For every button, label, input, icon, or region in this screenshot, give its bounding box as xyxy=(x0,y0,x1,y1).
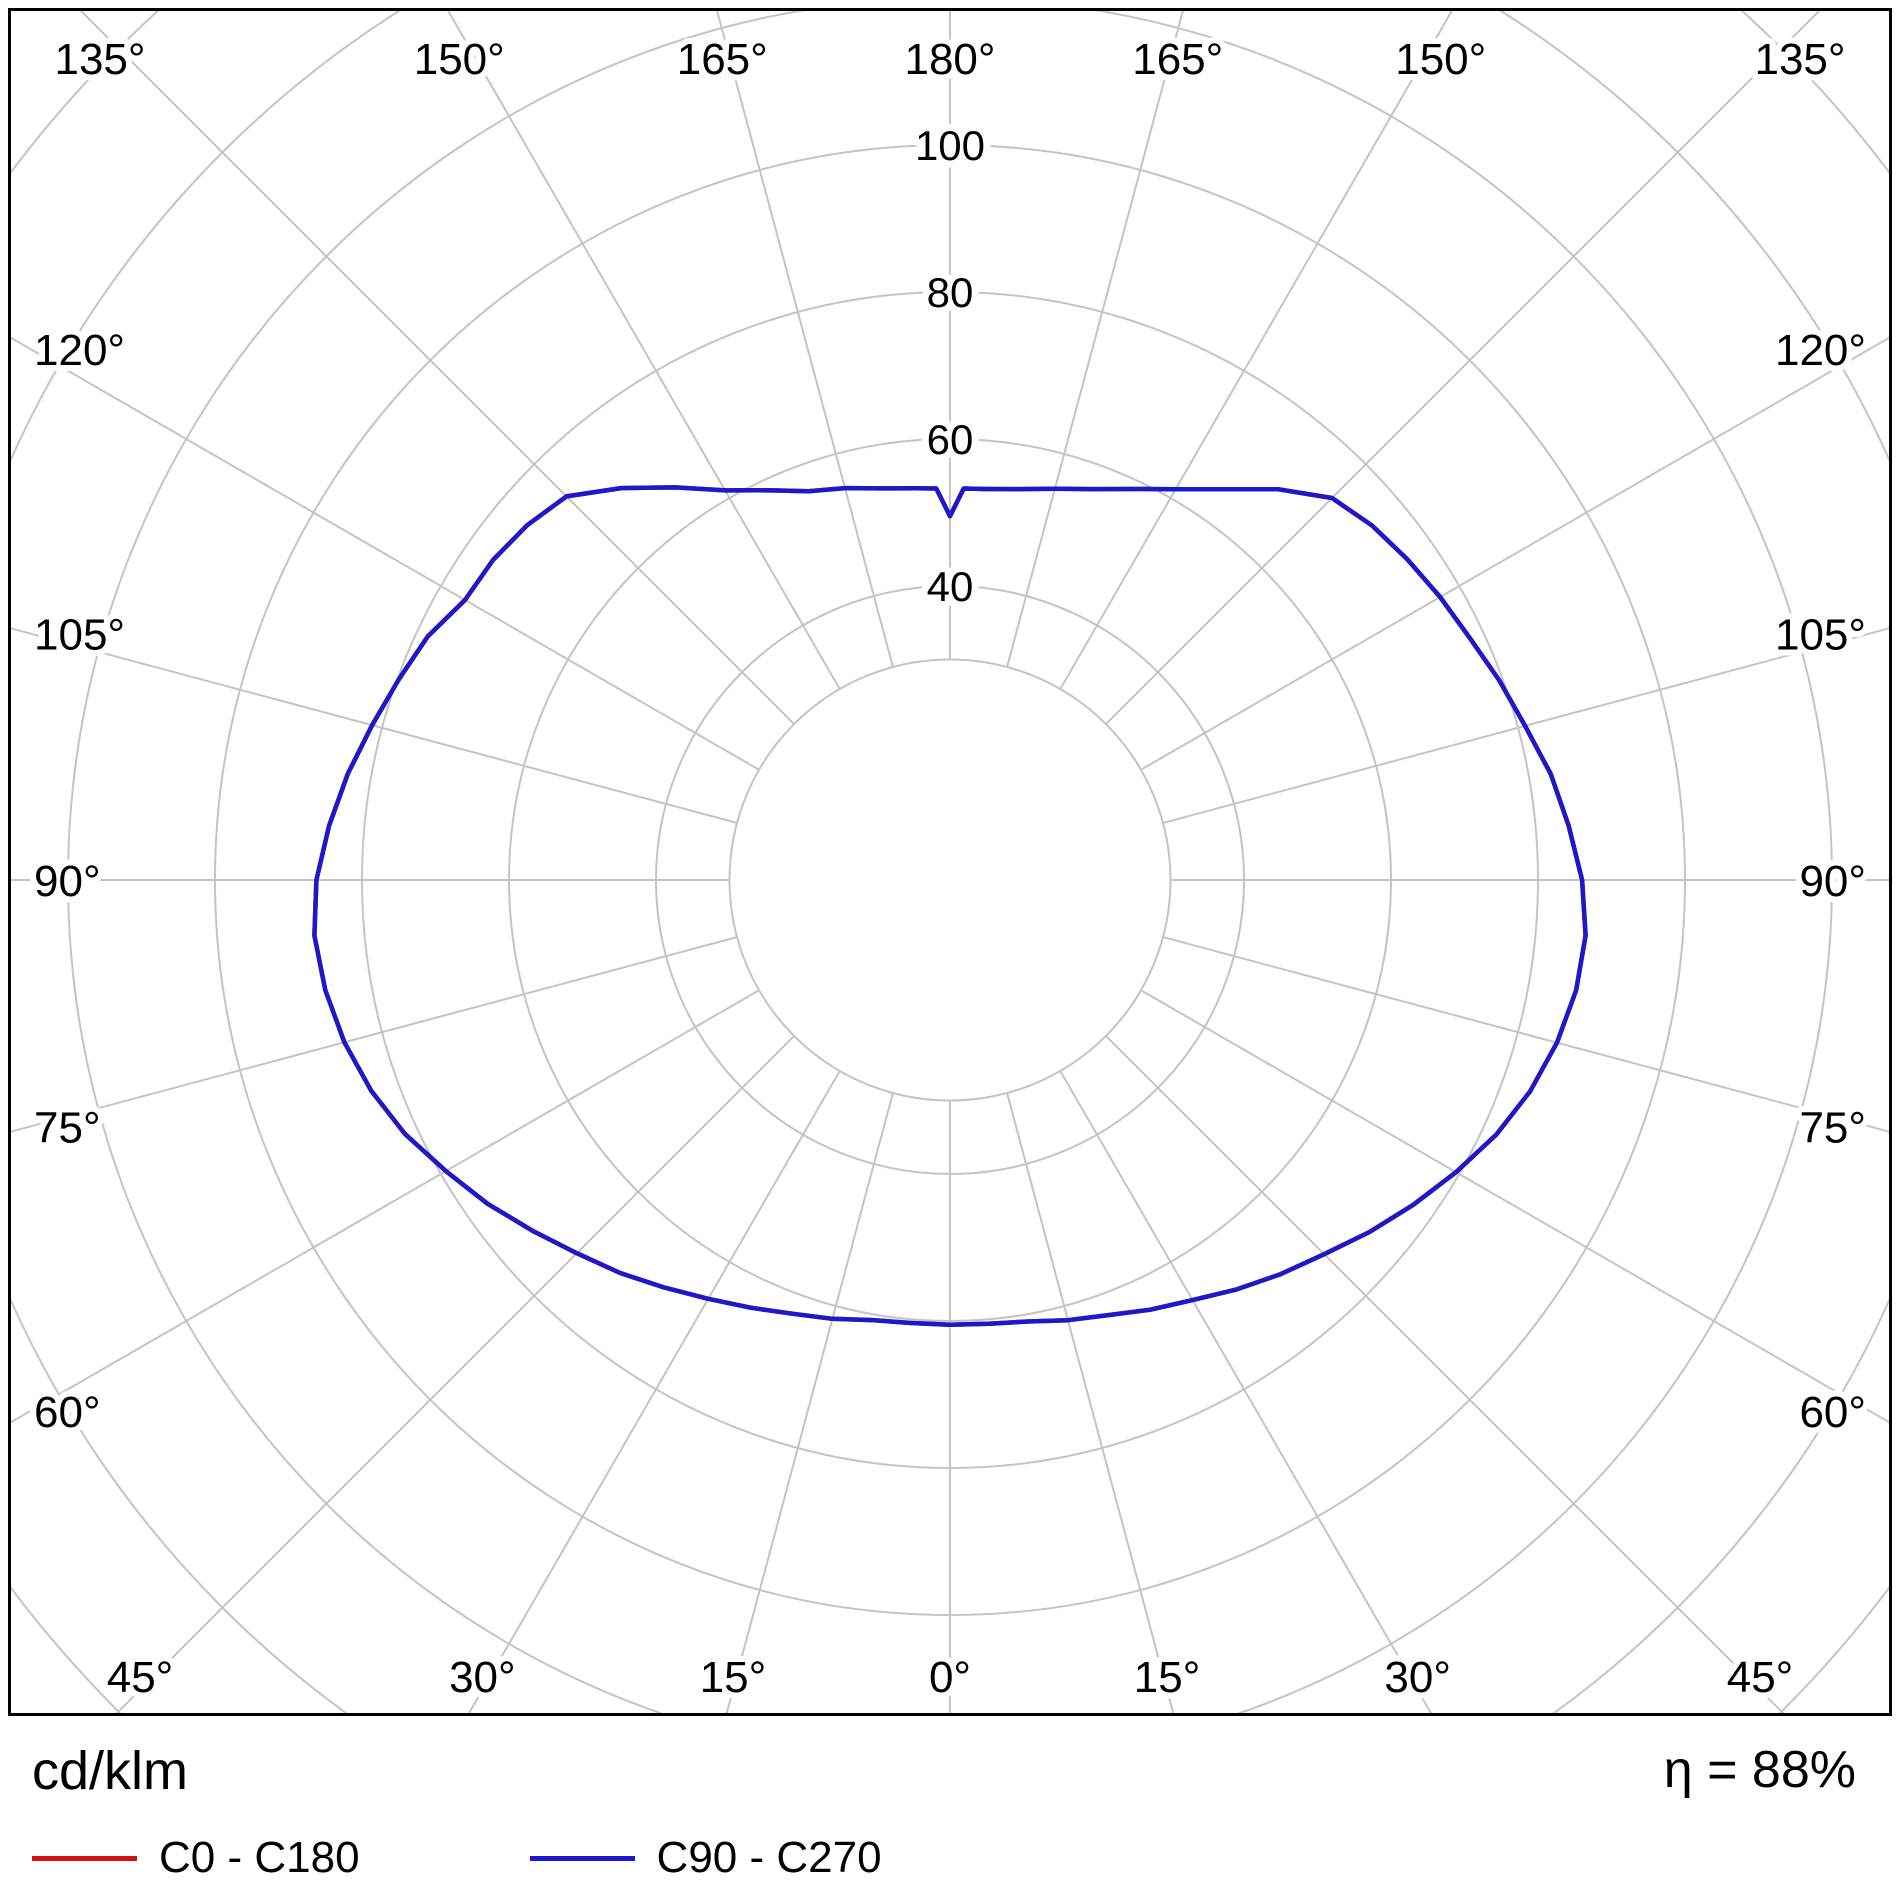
angle-tick-label: 135° xyxy=(54,35,145,84)
legend: C0 - C180 C90 - C270 xyxy=(32,1836,882,1880)
grid-inner-circle xyxy=(728,658,1172,1102)
chart-footer: cd/klm η = 88% C0 - C180 C90 - C270 xyxy=(0,1724,1900,1900)
angle-tick-label: 180° xyxy=(904,35,995,84)
grid-spoke xyxy=(1006,11,1184,668)
angle-tick-label: 75° xyxy=(34,1104,101,1153)
grid-spoke xyxy=(1140,336,1889,771)
angle-tick-label: 60° xyxy=(34,1388,101,1437)
grid-spoke xyxy=(1162,627,1889,824)
angle-tick-label: 0° xyxy=(929,1653,971,1702)
grid-spoke xyxy=(1059,11,1453,690)
angle-tick-label: 30° xyxy=(449,1653,516,1702)
radius-tick-label: 80 xyxy=(927,269,974,316)
angle-tick-label: 120° xyxy=(1775,326,1866,375)
angle-tick-label: 165° xyxy=(1132,35,1223,84)
legend-item-c0-c180: C0 - C180 xyxy=(32,1836,360,1880)
grid-spoke xyxy=(1140,989,1889,1424)
angle-tick-label: 75° xyxy=(1799,1104,1866,1153)
angle-tick-label: 150° xyxy=(414,35,505,84)
legend-swatch-blue-line xyxy=(529,1855,635,1861)
angle-tick-label: 150° xyxy=(1395,35,1486,84)
grid-spoke xyxy=(1059,1070,1433,1713)
legend-swatch-red-line xyxy=(32,1855,137,1861)
angle-tick-label: 45° xyxy=(107,1653,174,1702)
angle-tick-label: 135° xyxy=(1754,35,1845,84)
angle-tick-label: 30° xyxy=(1384,1653,1451,1702)
angle-tick-label: 60° xyxy=(1799,1388,1866,1437)
grid-spoke xyxy=(1105,1035,1785,1713)
angle-tick-label: 90° xyxy=(34,857,101,906)
angle-tick-label: 105° xyxy=(34,610,125,659)
grid-spoke xyxy=(447,11,841,690)
grid-spoke xyxy=(11,936,738,1133)
angle-tick-label: 15° xyxy=(1134,1653,1201,1702)
angle-tick-label: 15° xyxy=(700,1653,767,1702)
angle-tick-label: 90° xyxy=(1799,857,1866,906)
units-label: cd/klm xyxy=(32,1741,189,1801)
efficiency-label: η = 88% xyxy=(1663,1741,1856,1799)
radius-tick-label: 60 xyxy=(927,416,974,463)
angle-tick-label: 165° xyxy=(677,35,768,84)
grid-spoke xyxy=(11,336,760,771)
grid-spoke xyxy=(115,1035,795,1713)
legend-item-c90-c270: C90 - C270 xyxy=(529,1833,882,1882)
angle-tick-label: 45° xyxy=(1727,1653,1794,1702)
angle-tick-label: 120° xyxy=(34,326,125,375)
radius-tick-label: 100 xyxy=(915,122,985,169)
grid-spoke xyxy=(11,989,760,1424)
radius-tick-label: 40 xyxy=(927,563,974,610)
grid-spoke xyxy=(716,11,894,668)
angle-tick-label: 105° xyxy=(1775,610,1866,659)
legend-label: C0 - C180 xyxy=(159,1833,360,1882)
grid-spoke xyxy=(1105,11,1821,725)
grid-spoke xyxy=(725,1092,894,1713)
grid-spoke xyxy=(1162,936,1889,1133)
grid-spoke xyxy=(79,11,795,725)
grid-spoke xyxy=(1006,1092,1175,1713)
grid-spoke xyxy=(11,627,738,824)
legend-label: C90 - C270 xyxy=(656,1833,882,1882)
grid-spoke xyxy=(467,1070,841,1713)
plot-border xyxy=(8,8,1892,1716)
curve-c90-c270 xyxy=(312,485,1588,1327)
